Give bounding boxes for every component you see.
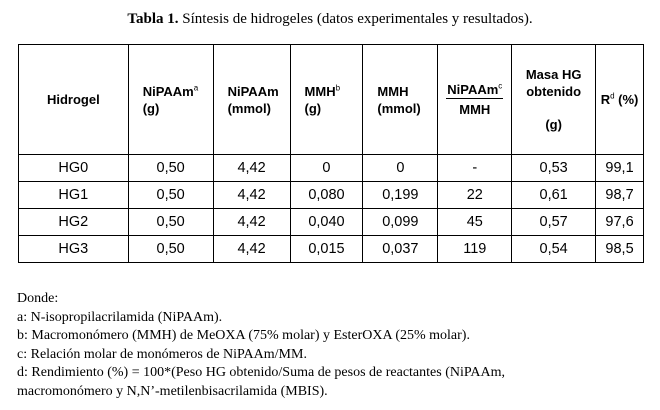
table-row: HG2 0,50 4,42 0,040 0,099 45 0,57 97,6 xyxy=(18,208,644,236)
caption-text: Síntesis de hidrogeles (datos experiment… xyxy=(182,11,533,27)
cell-rd: 98,7 xyxy=(595,181,644,209)
cell-hidrogel: HG0 xyxy=(18,154,129,182)
cell-mmh-g: 0,080 xyxy=(289,181,364,209)
cell-ratio: 119 xyxy=(437,235,513,263)
cell-ratio: 45 xyxy=(437,208,513,236)
footnote-title: Donde: xyxy=(17,291,59,306)
cell-mmh-mmol: 0,037 xyxy=(362,235,439,263)
footnote-d: d: Rendimiento (%) = 100*(Peso HG obteni… xyxy=(17,365,505,380)
cell-mmh-g: 0 xyxy=(289,154,364,182)
cell-masa: 0,57 xyxy=(511,208,597,236)
header-nipaam-mmol: NiPAAm (mmol) xyxy=(212,44,291,155)
hydrogel-table: Hidrogel NiPAAma (g) NiPAAm (mmol) MMHb … xyxy=(18,44,644,263)
footnote-d-continued: macromonómero y N,N’-metilenbisacrilamid… xyxy=(17,383,328,399)
cell-hidrogel: HG2 xyxy=(18,208,129,236)
cell-nipaam-g: 0,50 xyxy=(127,235,214,263)
cell-mmh-g: 0,015 xyxy=(289,235,364,263)
cell-rd: 99,1 xyxy=(595,154,644,182)
cell-masa: 0,54 xyxy=(511,235,597,263)
cell-hidrogel: HG1 xyxy=(18,181,129,209)
table-row: HG1 0,50 4,42 0,080 0,199 22 0,61 98,7 xyxy=(18,181,644,209)
table-row: HG0 0,50 4,42 0 0 - 0,53 99,1 xyxy=(18,154,644,182)
header-nipaam-g: NiPAAma (g) xyxy=(127,44,214,155)
cell-nipaam-mmol: 4,42 xyxy=(212,235,291,263)
cell-ratio: 22 xyxy=(437,181,513,209)
cell-rd: 97,6 xyxy=(595,208,644,236)
table-row: HG3 0,50 4,42 0,015 0,037 119 0,54 98,5 xyxy=(18,235,644,263)
cell-rd: 98,5 xyxy=(595,235,644,263)
header-ratio: NiPAAmc MMH xyxy=(437,44,513,155)
cell-mmh-mmol: 0,099 xyxy=(362,208,439,236)
table-footnotes: Donde: a: N-isopropilacrilamida (NiPAAm)… xyxy=(17,290,657,401)
cell-mmh-g: 0,040 xyxy=(289,208,364,236)
header-mmh-g: MMHb (g) xyxy=(289,44,364,155)
header-rd: Rd (%) xyxy=(595,44,644,155)
header-mmh-mmol: MMH (mmol) xyxy=(362,44,439,155)
cell-nipaam-g: 0,50 xyxy=(127,181,214,209)
cell-mmh-mmol: 0 xyxy=(362,154,439,182)
cell-masa: 0,53 xyxy=(511,154,597,182)
cell-nipaam-g: 0,50 xyxy=(127,154,214,182)
cell-nipaam-mmol: 4,42 xyxy=(212,154,291,182)
cell-nipaam-g: 0,50 xyxy=(127,208,214,236)
cell-ratio: - xyxy=(437,154,513,182)
cell-mmh-mmol: 0,199 xyxy=(362,181,439,209)
footnote-c: c: Relación molar de monómeros de NiPAAm… xyxy=(17,346,307,362)
cell-nipaam-mmol: 4,42 xyxy=(212,208,291,236)
cell-masa: 0,61 xyxy=(511,181,597,209)
table-header-row: Hidrogel NiPAAma (g) NiPAAm (mmol) MMHb … xyxy=(18,44,644,155)
cell-hidrogel: HG3 xyxy=(18,235,129,263)
table-caption: Tabla 1. Síntesis de hidrogeles (datos e… xyxy=(0,11,660,28)
header-hidrogel: Hidrogel xyxy=(18,44,129,155)
cell-nipaam-mmol: 4,42 xyxy=(212,181,291,209)
header-masa: Masa HG obtenido (g) xyxy=(511,44,597,155)
caption-label: Tabla 1. xyxy=(127,11,179,27)
footnote-b: b: Macromonómero (MMH) de MeOXA (75% mol… xyxy=(17,328,470,343)
footnote-a: a: N-isopropilacrilamida (NiPAAm). xyxy=(17,309,223,325)
